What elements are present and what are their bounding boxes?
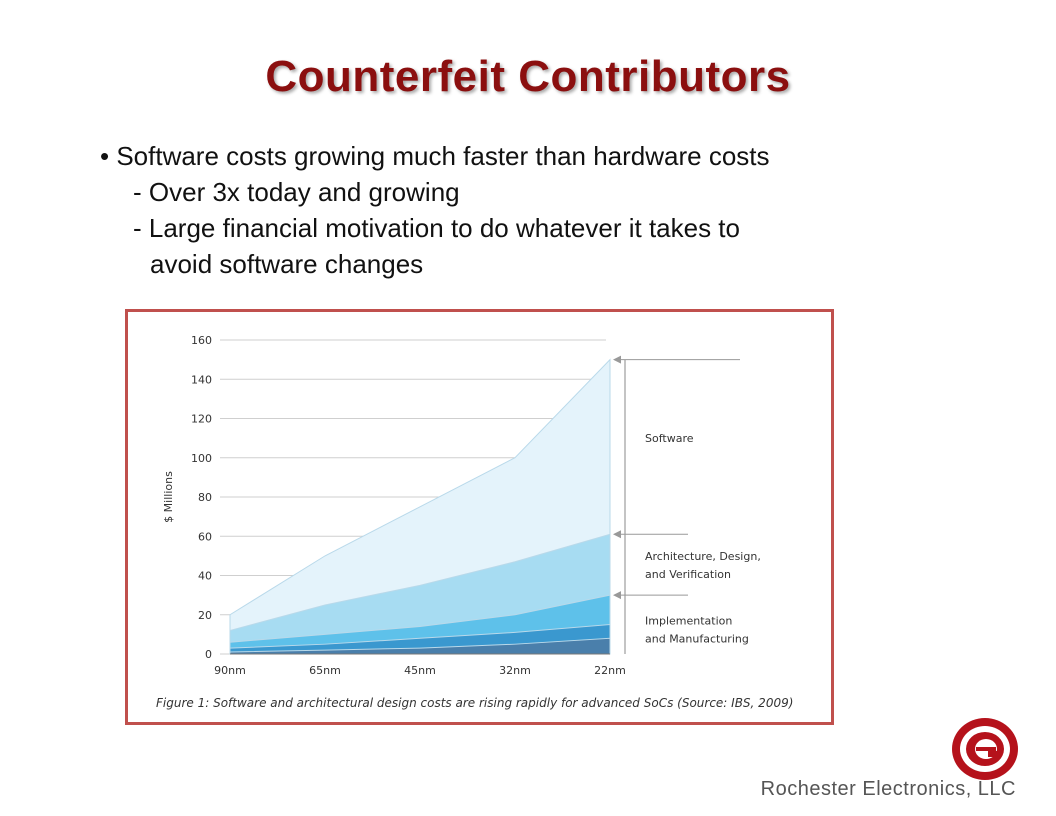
chart-caption: Figure 1: Software and architectural des… <box>156 696 793 710</box>
y-tick-label: 140 <box>191 373 212 386</box>
bullet-list: • Software costs growing much faster tha… <box>100 138 770 282</box>
rochester-e-logo-icon <box>952 718 1018 780</box>
y-axis-label: $ Millions <box>162 471 175 523</box>
y-tick-label: 40 <box>198 570 212 583</box>
area-series <box>229 637 611 655</box>
y-tick-label: 160 <box>191 334 212 347</box>
annotation-arrowhead <box>613 530 621 539</box>
y-tick-label: 80 <box>198 491 212 504</box>
sub-bullet-item: - Over 3x today and growing <box>133 177 460 207</box>
x-tick-label: 45nm <box>404 664 436 677</box>
sub-bullet-item: - Large financial motivation to do whate… <box>133 213 740 243</box>
y-tick-label: 20 <box>198 609 212 622</box>
x-tick-label: 65nm <box>309 664 341 677</box>
annotation-label: and Manufacturing <box>645 633 749 646</box>
x-tick-label: 32nm <box>499 664 531 677</box>
y-tick-label: 60 <box>198 530 212 543</box>
sub-bullet-continuation: avoid software changes <box>150 249 424 279</box>
y-tick-label: 100 <box>191 452 212 465</box>
y-tick-label: 0 <box>205 648 212 661</box>
annotation-arrowhead <box>613 591 621 600</box>
y-tick-label: 120 <box>191 413 212 426</box>
annotation-arrowhead <box>613 355 621 364</box>
x-tick-label: 22nm <box>594 664 626 677</box>
annotation-label: Implementation <box>645 615 732 628</box>
annotation-label: and Verification <box>645 568 731 581</box>
bullet-item: • Software costs growing much faster tha… <box>100 141 770 171</box>
slide-title: Counterfeit Contributors <box>265 52 791 101</box>
x-tick-label: 90nm <box>214 664 246 677</box>
company-name: Rochester Electronics, LLC <box>760 778 1016 800</box>
chart-frame: 0 20 40 60 80 100 120 140 160 $ Millions 90nm 65nm 4… <box>125 309 834 725</box>
cost-area-chart: 0 20 40 60 80 100 120 140 160 $ Millions 90nm 65nm 4… <box>156 334 793 710</box>
annotation-label: Architecture, Design, <box>645 550 761 563</box>
annotation-label: Software <box>645 432 694 445</box>
